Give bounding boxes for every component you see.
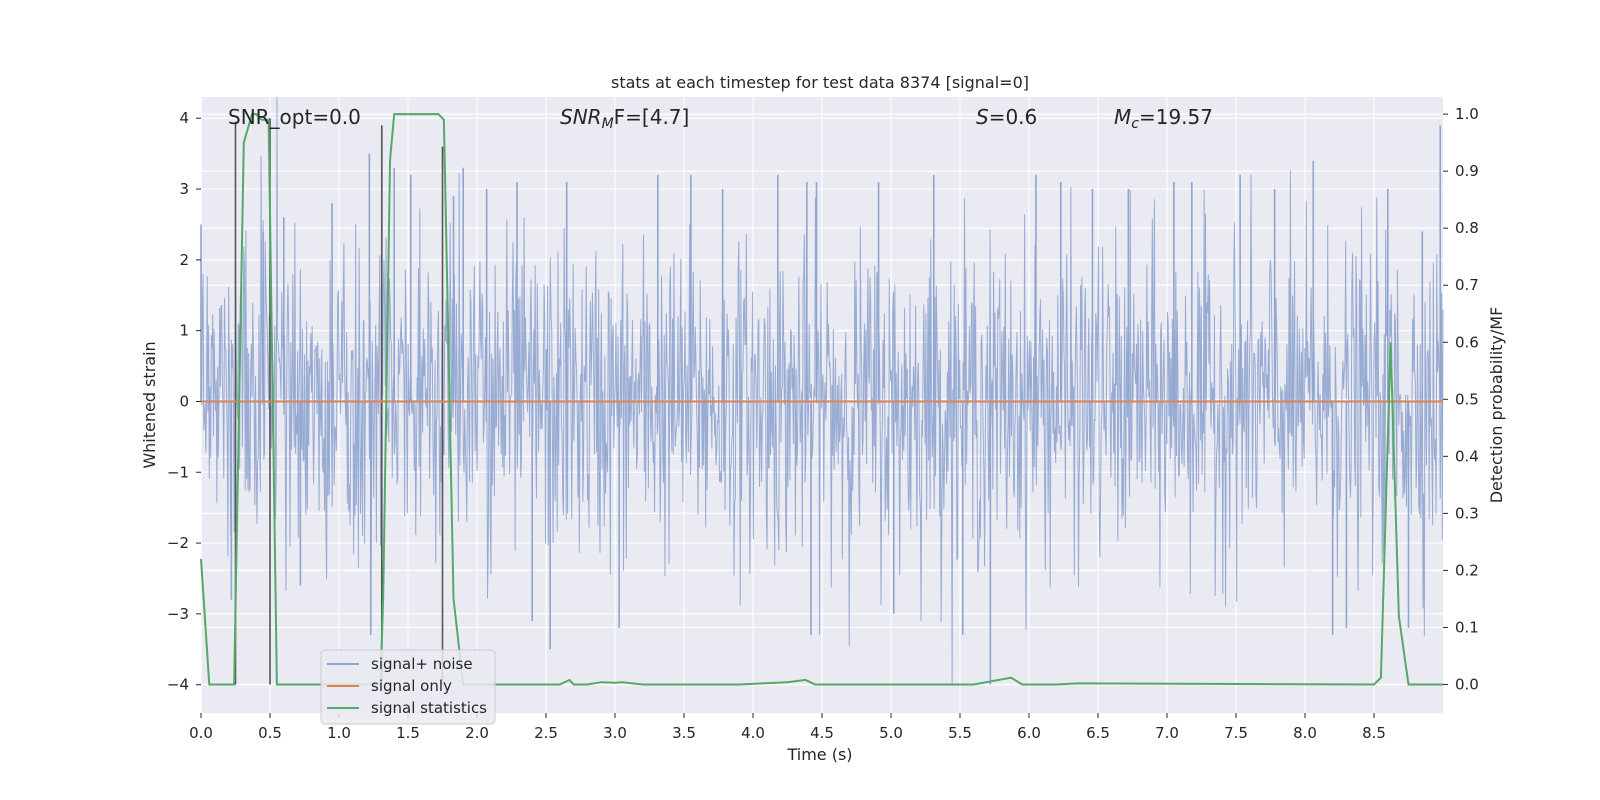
x-tick-label: 8.0 bbox=[1293, 724, 1317, 742]
x-tick-label: 2.0 bbox=[465, 724, 489, 742]
x-tick-label: 7.0 bbox=[1155, 724, 1179, 742]
y-right-tick-label: 0.2 bbox=[1455, 561, 1479, 579]
y-left-tick-label: −1 bbox=[167, 463, 189, 481]
annotation-snr-mf-base: SNR bbox=[560, 105, 602, 129]
y-axis-label-left: Whitened strain bbox=[140, 341, 159, 468]
y-left-tick-label: 4 bbox=[179, 109, 189, 127]
x-tick-label: 7.5 bbox=[1224, 724, 1248, 742]
x-tick-label: 2.5 bbox=[534, 724, 558, 742]
x-tick-label: 4.0 bbox=[741, 724, 765, 742]
signal-statistics-series bbox=[200, 113, 1443, 686]
annotation-snr-opt: SNR_opt=0.0 bbox=[228, 105, 361, 129]
y-right-tick-label: 0.1 bbox=[1455, 618, 1479, 636]
x-tick-label: 1.0 bbox=[327, 724, 351, 742]
x-tick-label: 8.5 bbox=[1362, 724, 1386, 742]
annotation-mc-sub: c bbox=[1131, 116, 1139, 132]
annotation-s-var: S bbox=[976, 105, 989, 129]
x-tick-label: 6.5 bbox=[1086, 724, 1110, 742]
legend-box bbox=[320, 649, 496, 725]
x-tick-label: 1.5 bbox=[396, 724, 420, 742]
annotation-mc-rest: =19.57 bbox=[1139, 105, 1213, 129]
x-tick-label: 6.0 bbox=[1017, 724, 1041, 742]
annotation-snr-mf-rest: F=[4.7] bbox=[614, 105, 690, 129]
x-tick-label: 4.5 bbox=[810, 724, 834, 742]
annotation-mc-var: M bbox=[1114, 105, 1131, 129]
y-left-tick-label: 1 bbox=[179, 322, 189, 340]
y-right-tick-label: 1.0 bbox=[1455, 105, 1479, 123]
y-right-tick-label: 0.6 bbox=[1455, 333, 1479, 351]
y-left-tick-label: −3 bbox=[167, 605, 189, 623]
x-tick-label: 3.0 bbox=[603, 724, 627, 742]
legend: signal+ noise signal only signal statist… bbox=[320, 649, 496, 725]
x-tick-label: 5.0 bbox=[879, 724, 903, 742]
y-left-tick-label: 0 bbox=[179, 392, 189, 410]
y-right-tick-label: 0.4 bbox=[1455, 447, 1479, 465]
y-right-tick-label: 0.7 bbox=[1455, 276, 1479, 294]
annotation-s: S=0.6 bbox=[976, 105, 1037, 129]
noise-trace bbox=[200, 96, 1444, 685]
y-left-tick-label: −2 bbox=[167, 534, 189, 552]
x-tick-label: 0.5 bbox=[258, 724, 282, 742]
signal-statistics-line bbox=[200, 113, 1443, 686]
y-right-tick-label: 0.9 bbox=[1455, 162, 1479, 180]
legend-label-signal: signal only bbox=[371, 677, 452, 695]
x-tick-label: 3.5 bbox=[672, 724, 696, 742]
x-axis-label: Time (s) bbox=[786, 745, 852, 764]
legend-label-stats: signal statistics bbox=[371, 699, 487, 717]
annotation-snr-mf: SNRMF=[4.7] bbox=[560, 105, 689, 132]
annotation-s-rest: =0.6 bbox=[989, 105, 1038, 129]
annotation-snr-mf-sub: M bbox=[602, 116, 614, 132]
x-tick-label: 5.5 bbox=[948, 724, 972, 742]
y-right-tick-label: 0.8 bbox=[1455, 219, 1479, 237]
signal-noise-series bbox=[200, 96, 1444, 685]
y-axis-label-right: Detection probability/MF bbox=[1487, 307, 1506, 504]
y-left-tick-label: 2 bbox=[179, 251, 189, 269]
y-right-tick-label: 0.0 bbox=[1455, 675, 1479, 693]
y-right-tick-label: 0.3 bbox=[1455, 504, 1479, 522]
chart-title: stats at each timestep for test data 837… bbox=[611, 73, 1029, 92]
y-left-tick-label: −4 bbox=[167, 676, 189, 694]
y-right-tick-label: 0.5 bbox=[1455, 390, 1479, 408]
y-left-tick-label: 3 bbox=[179, 180, 189, 198]
x-tick-label: 0.0 bbox=[189, 724, 213, 742]
axis-ticks: 0.0 0.5 1.0 1.5 2.0 2.5 3.0 3.5 4.0 4.5 5.0 5.5 6.0 6… bbox=[167, 105, 1479, 742]
legend-label-noise: signal+ noise bbox=[371, 655, 473, 673]
annotation-mc: Mc=19.57 bbox=[1114, 105, 1213, 132]
